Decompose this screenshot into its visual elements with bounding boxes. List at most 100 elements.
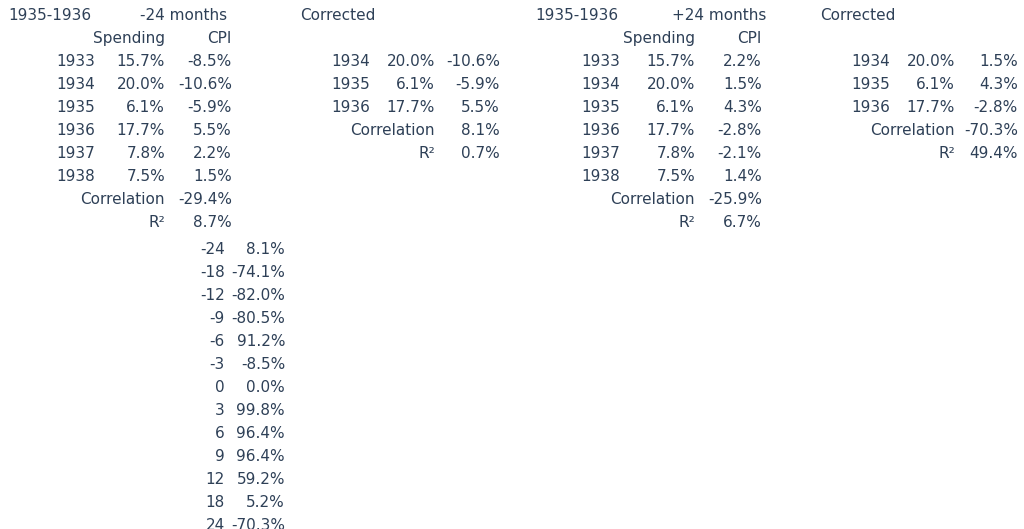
Text: 5.5%: 5.5%	[461, 100, 500, 115]
Text: -9: -9	[210, 311, 225, 326]
Text: 0: 0	[215, 380, 225, 395]
Text: 96.4%: 96.4%	[237, 449, 285, 464]
Text: 3: 3	[215, 403, 225, 418]
Text: 1938: 1938	[56, 169, 95, 184]
Text: 1933: 1933	[582, 54, 620, 69]
Text: 20.0%: 20.0%	[906, 54, 955, 69]
Text: 1937: 1937	[56, 146, 95, 161]
Text: 2.2%: 2.2%	[194, 146, 232, 161]
Text: -5.9%: -5.9%	[456, 77, 500, 92]
Text: -29.4%: -29.4%	[178, 192, 232, 207]
Text: -80.5%: -80.5%	[231, 311, 285, 326]
Text: 1935-1936: 1935-1936	[535, 8, 618, 23]
Text: 20.0%: 20.0%	[387, 54, 435, 69]
Text: -6: -6	[210, 334, 225, 349]
Text: 1936: 1936	[851, 100, 890, 115]
Text: 7.8%: 7.8%	[656, 146, 695, 161]
Text: -74.1%: -74.1%	[231, 265, 285, 280]
Text: -24: -24	[201, 242, 225, 257]
Text: -24 months: -24 months	[140, 8, 227, 23]
Text: -18: -18	[201, 265, 225, 280]
Text: 6.1%: 6.1%	[396, 77, 435, 92]
Text: 8.1%: 8.1%	[246, 242, 285, 257]
Text: 1933: 1933	[56, 54, 95, 69]
Text: 1936: 1936	[56, 123, 95, 138]
Text: 20.0%: 20.0%	[646, 77, 695, 92]
Text: 91.2%: 91.2%	[237, 334, 285, 349]
Text: R²: R²	[148, 215, 165, 230]
Text: 4.3%: 4.3%	[723, 100, 762, 115]
Text: Correlation: Correlation	[870, 123, 955, 138]
Text: 1.5%: 1.5%	[194, 169, 232, 184]
Text: -2.8%: -2.8%	[718, 123, 762, 138]
Text: -2.8%: -2.8%	[974, 100, 1018, 115]
Text: 18: 18	[206, 495, 225, 510]
Text: 1937: 1937	[582, 146, 620, 161]
Text: 1934: 1934	[851, 54, 890, 69]
Text: 0.0%: 0.0%	[246, 380, 285, 395]
Text: Correlation: Correlation	[81, 192, 165, 207]
Text: 1.5%: 1.5%	[723, 77, 762, 92]
Text: 5.5%: 5.5%	[194, 123, 232, 138]
Text: 17.7%: 17.7%	[387, 100, 435, 115]
Text: -12: -12	[201, 288, 225, 303]
Text: R²: R²	[418, 146, 435, 161]
Text: 1938: 1938	[582, 169, 620, 184]
Text: 8.7%: 8.7%	[194, 215, 232, 230]
Text: 1934: 1934	[331, 54, 370, 69]
Text: -8.5%: -8.5%	[187, 54, 232, 69]
Text: -10.6%: -10.6%	[446, 54, 500, 69]
Text: Correlation: Correlation	[350, 123, 435, 138]
Text: 6.1%: 6.1%	[656, 100, 695, 115]
Text: Spending: Spending	[93, 31, 165, 46]
Text: -82.0%: -82.0%	[231, 288, 285, 303]
Text: 1935: 1935	[851, 77, 890, 92]
Text: 9: 9	[215, 449, 225, 464]
Text: 1935: 1935	[582, 100, 620, 115]
Text: Spending: Spending	[623, 31, 695, 46]
Text: 7.5%: 7.5%	[656, 169, 695, 184]
Text: -25.9%: -25.9%	[708, 192, 762, 207]
Text: 1.4%: 1.4%	[723, 169, 762, 184]
Text: 1.5%: 1.5%	[979, 54, 1018, 69]
Text: 7.8%: 7.8%	[126, 146, 165, 161]
Text: 1935-1936: 1935-1936	[8, 8, 91, 23]
Text: 49.4%: 49.4%	[970, 146, 1018, 161]
Text: 15.7%: 15.7%	[117, 54, 165, 69]
Text: CPI: CPI	[737, 31, 762, 46]
Text: 17.7%: 17.7%	[906, 100, 955, 115]
Text: CPI: CPI	[208, 31, 232, 46]
Text: 20.0%: 20.0%	[117, 77, 165, 92]
Text: 8.1%: 8.1%	[461, 123, 500, 138]
Text: -8.5%: -8.5%	[241, 357, 285, 372]
Text: -70.3%: -70.3%	[231, 518, 285, 529]
Text: 1936: 1936	[582, 123, 620, 138]
Text: -2.1%: -2.1%	[718, 146, 762, 161]
Text: Corrected: Corrected	[820, 8, 895, 23]
Text: 24: 24	[206, 518, 225, 529]
Text: 2.2%: 2.2%	[723, 54, 762, 69]
Text: R²: R²	[678, 215, 695, 230]
Text: 99.8%: 99.8%	[237, 403, 285, 418]
Text: 0.7%: 0.7%	[461, 146, 500, 161]
Text: Corrected: Corrected	[300, 8, 376, 23]
Text: 12: 12	[206, 472, 225, 487]
Text: 6.7%: 6.7%	[723, 215, 762, 230]
Text: 1936: 1936	[331, 100, 370, 115]
Text: 1934: 1934	[56, 77, 95, 92]
Text: 96.4%: 96.4%	[237, 426, 285, 441]
Text: 6: 6	[215, 426, 225, 441]
Text: 6.1%: 6.1%	[916, 77, 955, 92]
Text: -70.3%: -70.3%	[964, 123, 1018, 138]
Text: 59.2%: 59.2%	[237, 472, 285, 487]
Text: 5.2%: 5.2%	[246, 495, 285, 510]
Text: +24 months: +24 months	[672, 8, 766, 23]
Text: 17.7%: 17.7%	[646, 123, 695, 138]
Text: 7.5%: 7.5%	[126, 169, 165, 184]
Text: 1934: 1934	[582, 77, 620, 92]
Text: 6.1%: 6.1%	[126, 100, 165, 115]
Text: 15.7%: 15.7%	[646, 54, 695, 69]
Text: 1935: 1935	[56, 100, 95, 115]
Text: 1935: 1935	[331, 77, 370, 92]
Text: -5.9%: -5.9%	[187, 100, 232, 115]
